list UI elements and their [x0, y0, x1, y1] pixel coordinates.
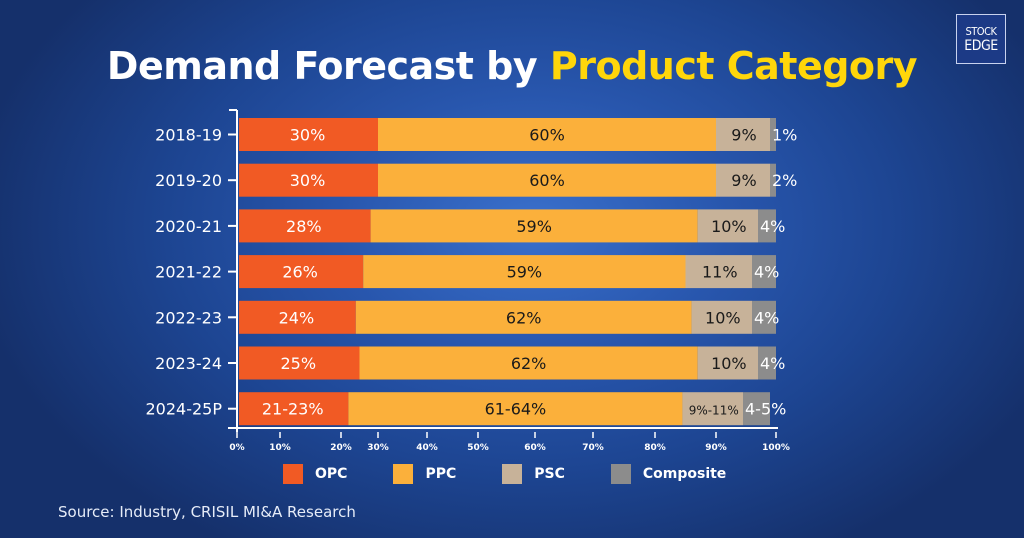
data-label-psc: 10%: [705, 308, 741, 327]
data-label-composite: 4%: [754, 263, 779, 282]
x-tick-label: 70%: [582, 443, 604, 453]
data-label-opc: 24%: [279, 308, 315, 327]
bar-segment-psc: [697, 209, 758, 243]
y-tick-label: 2023-24: [155, 354, 222, 373]
data-label-opc: 25%: [280, 354, 316, 373]
legend-item-opc: OPC: [283, 464, 347, 484]
legend-label-opc: OPC: [315, 466, 348, 482]
bar-segment-ppc: [348, 392, 683, 426]
bar-segment-psc: [682, 392, 743, 426]
legend-swatch-psc: [502, 464, 523, 484]
bars-group: 30% 60% 9% 1% 30% 60% 9% 2% 28% 59% 10% 4% 26% 59% 11%…: [239, 118, 797, 426]
y-tick-label: 2024-25P: [146, 400, 223, 419]
legend-label-psc: PSC: [534, 466, 565, 482]
legend-label-ppc: PPC: [425, 466, 457, 482]
page-title: Demand Forecast by Product Category: [0, 44, 1024, 88]
x-tick-label: 60%: [524, 443, 546, 453]
data-label-composite: 1%: [772, 126, 797, 145]
x-tick-label: 30%: [367, 443, 389, 453]
x-tick-label: 10%: [269, 443, 291, 453]
x-tick-label: 50%: [467, 443, 489, 453]
bar-segment-opc: [239, 163, 378, 197]
data-label-opc: 26%: [282, 263, 318, 282]
x-tick-label: 90%: [705, 443, 727, 453]
chart-legend: OPC PPC PSC Composite: [283, 464, 726, 484]
data-label-psc: 11%: [702, 263, 738, 282]
y-tick-label: 2019-20: [155, 171, 222, 190]
y-tick-label: 2022-23: [155, 308, 222, 327]
bar-segment-composite: [752, 255, 776, 289]
logo-line-2: EDGE: [964, 37, 998, 54]
bar-segment-ppc: [378, 118, 716, 151]
data-label-psc: 9%-11%: [689, 404, 739, 418]
title-part-white: Demand Forecast by: [106, 44, 550, 88]
data-label-composite: 4%: [754, 308, 779, 327]
data-label-ppc: 62%: [506, 308, 542, 327]
legend-label-composite: Composite: [642, 466, 727, 482]
bar-segment-composite: [743, 392, 770, 426]
legend-swatch-composite: [610, 464, 631, 484]
data-label-ppc: 60%: [529, 126, 565, 145]
y-tick-label: 2020-21: [155, 217, 222, 236]
y-tick-label: 2018-19: [155, 126, 222, 145]
bar-segment-composite: [758, 209, 776, 243]
legend-item-psc: PSC: [502, 464, 565, 484]
bar-segment-opc: [239, 118, 378, 151]
stockedge-logo: STOCK EDGE: [956, 14, 1006, 64]
bar-segment-opc: [239, 392, 349, 426]
bar-segment-composite: [770, 163, 776, 197]
logo-line-1: STOCK: [965, 24, 997, 38]
bar-segment-ppc: [363, 255, 686, 289]
data-label-psc: 9%: [731, 126, 756, 145]
bar-segment-opc: [239, 255, 364, 289]
data-label-ppc: 61-64%: [485, 400, 547, 419]
bar-segment-psc: [691, 300, 752, 334]
y-tick-label: 2021-22: [155, 263, 222, 282]
data-label-psc: 10%: [711, 217, 747, 236]
x-tick-label: 0%: [229, 443, 244, 453]
x-tick-label: 40%: [416, 443, 438, 453]
data-label-opc: 30%: [290, 171, 326, 190]
bar-segment-opc: [239, 209, 371, 243]
data-label-composite: 4%: [760, 217, 785, 236]
bar-segment-composite: [752, 300, 776, 334]
data-label-psc: 10%: [711, 354, 747, 373]
data-label-composite: 4-5%: [745, 400, 786, 419]
legend-item-ppc: PPC: [393, 464, 456, 484]
legend-swatch-opc: [283, 464, 303, 484]
title-part-highlight: Product Category: [549, 44, 918, 88]
x-tick-label: 100%: [762, 443, 790, 453]
bar-segment-psc: [716, 118, 770, 151]
bar-segment-ppc: [378, 163, 716, 197]
data-label-psc: 9%: [731, 171, 756, 190]
bar-segment-psc: [716, 163, 770, 197]
bar-segment-opc: [239, 346, 360, 380]
bar-segment-composite: [770, 118, 776, 151]
bar-segment-ppc: [359, 346, 698, 380]
data-label-ppc: 59%: [507, 263, 543, 282]
bar-segment-composite: [758, 346, 776, 380]
data-label-composite: 2%: [772, 171, 797, 190]
x-tick-label: 80%: [644, 443, 666, 453]
bar-segment-psc: [685, 255, 752, 289]
legend-swatch-ppc: [393, 464, 414, 484]
bar-segment-ppc: [370, 209, 698, 243]
bar-segment-psc: [697, 346, 758, 380]
data-label-opc: 21-23%: [262, 400, 324, 419]
data-label-composite: 4%: [760, 354, 785, 373]
x-tick-label: 20%: [330, 443, 352, 453]
data-label-opc: 30%: [290, 126, 326, 145]
data-label-ppc: 59%: [516, 217, 552, 236]
axes-group: 0% 10% 20% 30% 40% 50% 60% 70% 80% 90% 100% 2018-19…: [146, 109, 790, 453]
bar-segment-ppc: [355, 300, 692, 334]
bar-segment-opc: [239, 300, 356, 334]
source-note: Source: Industry, CRISIL MI&A Research: [58, 503, 356, 521]
data-label-ppc: 60%: [529, 171, 565, 190]
data-label-ppc: 62%: [511, 354, 547, 373]
legend-item-composite: Composite: [610, 464, 727, 484]
data-label-opc: 28%: [286, 217, 322, 236]
